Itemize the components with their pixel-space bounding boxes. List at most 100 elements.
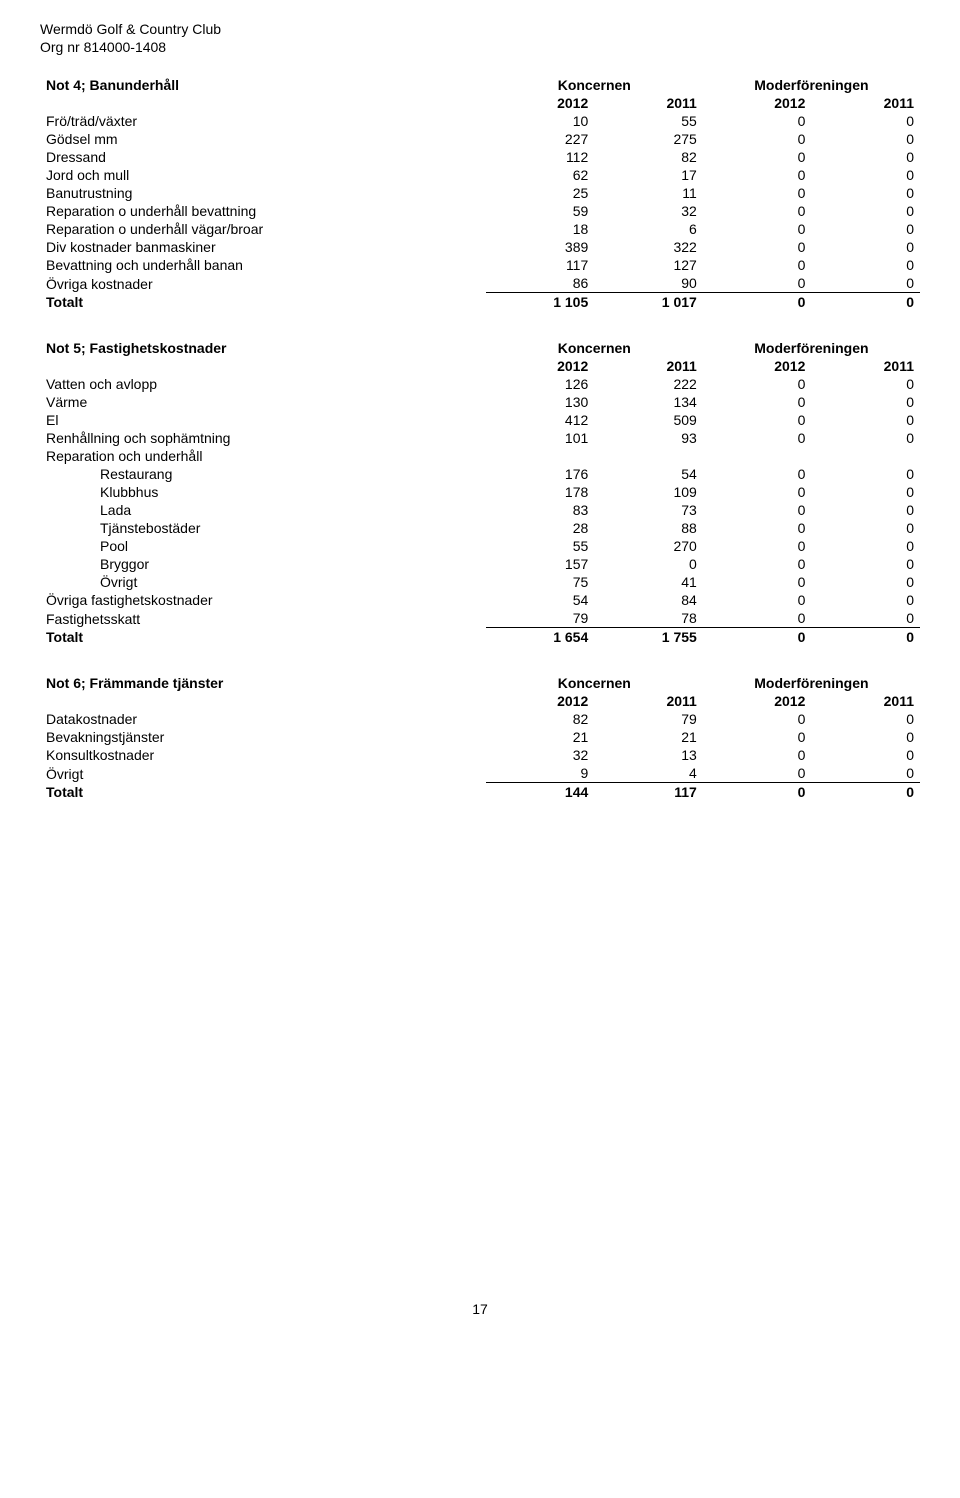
document-header: Wermdö Golf & Country Club Org nr 814000… bbox=[40, 20, 920, 56]
row-label: Fastighetsskatt bbox=[40, 609, 486, 628]
row-value: 0 bbox=[811, 519, 920, 537]
row-value: 62 bbox=[486, 166, 595, 184]
row-label: Vatten och avlopp bbox=[40, 375, 486, 393]
total-value: 144 bbox=[486, 783, 595, 802]
row-label: Renhållning och sophämtning bbox=[40, 429, 486, 447]
row-value: 0 bbox=[811, 130, 920, 148]
row-value: 0 bbox=[703, 166, 812, 184]
total-row: Totalt1 1051 01700 bbox=[40, 293, 920, 312]
row-value: 21 bbox=[486, 728, 595, 746]
total-label: Totalt bbox=[40, 628, 486, 647]
row-value: 389 bbox=[486, 238, 595, 256]
row-value: 0 bbox=[703, 591, 812, 609]
table-row: Frö/träd/växter105500 bbox=[40, 112, 920, 130]
row-value: 0 bbox=[811, 573, 920, 591]
row-value: 93 bbox=[594, 429, 703, 447]
year-header: 2011 bbox=[811, 692, 920, 710]
row-label: Klubbhus bbox=[40, 483, 486, 501]
row-value bbox=[594, 447, 703, 465]
table-row: Bevakningstjänster212100 bbox=[40, 728, 920, 746]
row-value: 227 bbox=[486, 130, 595, 148]
row-value: 0 bbox=[811, 746, 920, 764]
year-header: 2011 bbox=[594, 357, 703, 375]
row-value: 0 bbox=[811, 166, 920, 184]
year-header: 2012 bbox=[703, 94, 812, 112]
table-row: Tjänstebostäder288800 bbox=[40, 519, 920, 537]
row-value: 0 bbox=[703, 710, 812, 728]
table-row: Bevattning och underhåll banan11712700 bbox=[40, 256, 920, 274]
org-name: Wermdö Golf & Country Club bbox=[40, 20, 920, 38]
row-value: 54 bbox=[486, 591, 595, 609]
row-value: 0 bbox=[703, 501, 812, 519]
row-value: 9 bbox=[486, 764, 595, 783]
row-value: 28 bbox=[486, 519, 595, 537]
total-value: 1 755 bbox=[594, 628, 703, 647]
group-header-moder: Moderföreningen bbox=[703, 76, 920, 94]
year-header: 2011 bbox=[811, 94, 920, 112]
row-value: 0 bbox=[703, 411, 812, 429]
row-value: 0 bbox=[703, 184, 812, 202]
total-value: 0 bbox=[703, 293, 812, 312]
row-value: 117 bbox=[486, 256, 595, 274]
row-value: 0 bbox=[703, 256, 812, 274]
row-value: 59 bbox=[486, 202, 595, 220]
total-value: 1 017 bbox=[594, 293, 703, 312]
table-row: Dressand1128200 bbox=[40, 148, 920, 166]
row-value: 10 bbox=[486, 112, 595, 130]
row-value: 0 bbox=[811, 393, 920, 411]
row-value: 18 bbox=[486, 220, 595, 238]
row-label: Reparation o underhåll bevattning bbox=[40, 202, 486, 220]
table-row: Värme13013400 bbox=[40, 393, 920, 411]
year-header: 2011 bbox=[811, 357, 920, 375]
row-label: Bevakningstjänster bbox=[40, 728, 486, 746]
row-value: 0 bbox=[811, 256, 920, 274]
not4-table: Not 4; BanunderhållKoncernenModerförenin… bbox=[40, 76, 920, 311]
row-value: 0 bbox=[703, 393, 812, 411]
table-row: Övrigt9400 bbox=[40, 764, 920, 783]
row-value: 32 bbox=[594, 202, 703, 220]
row-value: 176 bbox=[486, 465, 595, 483]
year-header: 2011 bbox=[594, 692, 703, 710]
table-row: Div kostnader banmaskiner38932200 bbox=[40, 238, 920, 256]
row-value: 270 bbox=[594, 537, 703, 555]
row-value: 0 bbox=[811, 591, 920, 609]
not4-section: Not 4; BanunderhållKoncernenModerförenin… bbox=[40, 76, 920, 311]
table-row: Gödsel mm22727500 bbox=[40, 130, 920, 148]
row-value: 0 bbox=[811, 609, 920, 628]
year-header: 2011 bbox=[594, 94, 703, 112]
row-value: 84 bbox=[594, 591, 703, 609]
row-label: Frö/träd/växter bbox=[40, 112, 486, 130]
row-label: Gödsel mm bbox=[40, 130, 486, 148]
org-number: Org nr 814000-1408 bbox=[40, 38, 920, 56]
row-label: Värme bbox=[40, 393, 486, 411]
row-value: 0 bbox=[703, 609, 812, 628]
total-value: 1 105 bbox=[486, 293, 595, 312]
row-value: 82 bbox=[486, 710, 595, 728]
table-row: Restaurang1765400 bbox=[40, 465, 920, 483]
row-value: 55 bbox=[486, 537, 595, 555]
not6-table: Not 6; Främmande tjänsterKoncernenModerf… bbox=[40, 674, 920, 801]
table-row: Vatten och avlopp12622200 bbox=[40, 375, 920, 393]
total-value: 0 bbox=[703, 628, 812, 647]
total-value: 1 654 bbox=[486, 628, 595, 647]
year-header: 2012 bbox=[486, 357, 595, 375]
row-value: 509 bbox=[594, 411, 703, 429]
row-value: 0 bbox=[811, 184, 920, 202]
total-value: 0 bbox=[811, 293, 920, 312]
total-value: 117 bbox=[594, 783, 703, 802]
row-value: 0 bbox=[811, 112, 920, 130]
not5-table: Not 5; FastighetskostnaderKoncernenModer… bbox=[40, 339, 920, 646]
table-row: Jord och mull621700 bbox=[40, 166, 920, 184]
total-label: Totalt bbox=[40, 293, 486, 312]
row-value: 322 bbox=[594, 238, 703, 256]
not6-section: Not 6; Främmande tjänsterKoncernenModerf… bbox=[40, 674, 920, 801]
row-value: 0 bbox=[703, 746, 812, 764]
row-label: Bevattning och underhåll banan bbox=[40, 256, 486, 274]
row-value: 412 bbox=[486, 411, 595, 429]
table-row: Banutrustning251100 bbox=[40, 184, 920, 202]
table-row: Datakostnader827900 bbox=[40, 710, 920, 728]
row-value: 13 bbox=[594, 746, 703, 764]
table-row: Klubbhus17810900 bbox=[40, 483, 920, 501]
row-value: 82 bbox=[594, 148, 703, 166]
spacer bbox=[40, 692, 486, 710]
